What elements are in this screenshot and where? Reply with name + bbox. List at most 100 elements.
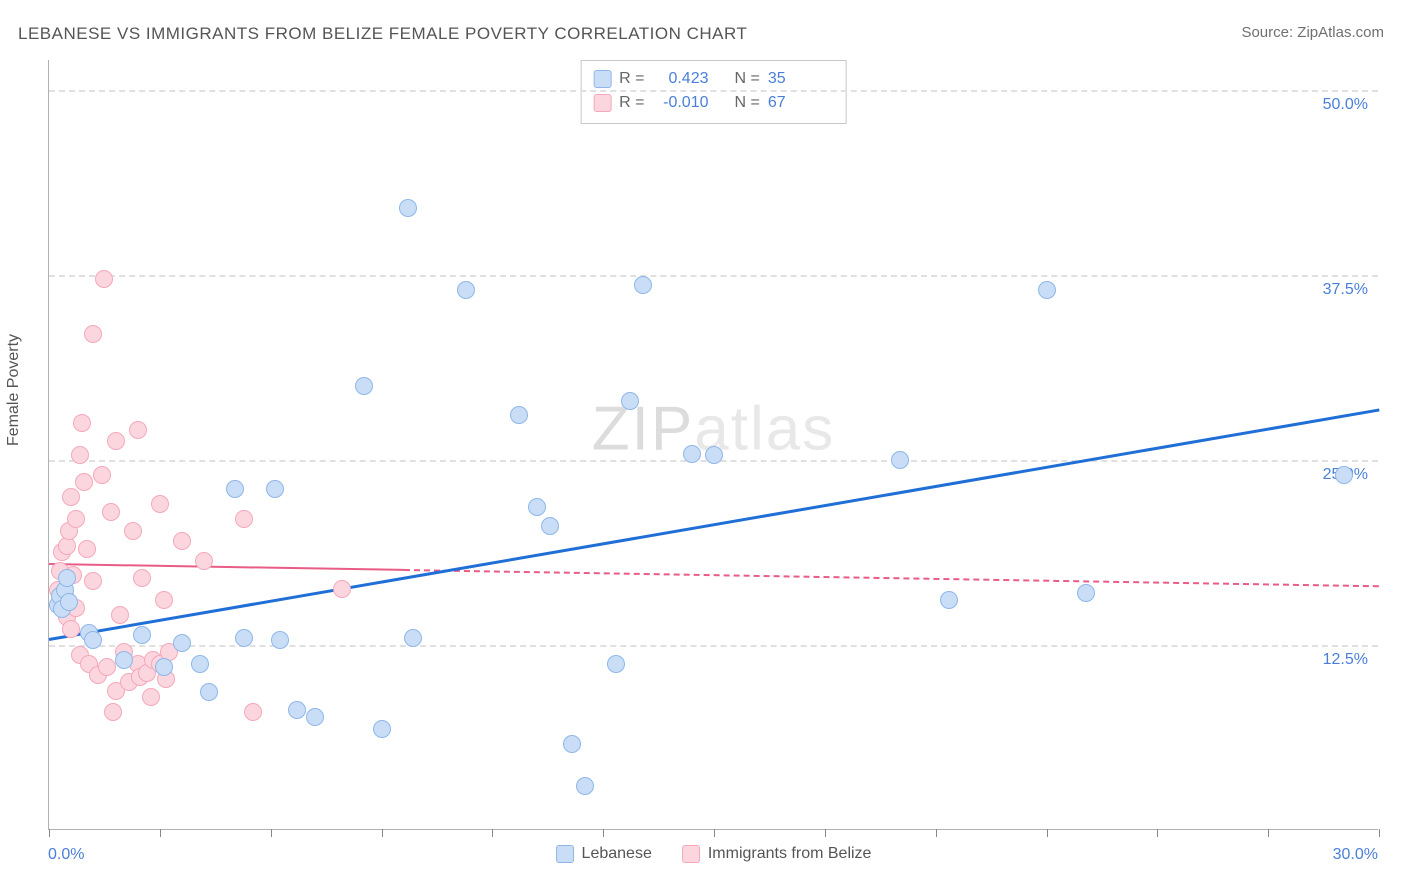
- x-tick: [603, 829, 604, 837]
- data-point: [373, 720, 391, 738]
- data-point: [607, 655, 625, 673]
- chart-container: LEBANESE VS IMMIGRANTS FROM BELIZE FEMAL…: [0, 0, 1406, 892]
- data-point: [404, 629, 422, 647]
- data-point: [705, 446, 723, 464]
- data-point: [67, 510, 85, 528]
- trend-line: [49, 563, 404, 571]
- legend-label: Lebanese: [582, 845, 652, 863]
- data-point: [84, 325, 102, 343]
- data-point: [71, 446, 89, 464]
- data-point: [1038, 281, 1056, 299]
- data-point: [683, 445, 701, 463]
- data-point: [563, 735, 581, 753]
- data-point: [288, 701, 306, 719]
- data-point: [133, 569, 151, 587]
- data-point: [98, 658, 116, 676]
- data-point: [634, 276, 652, 294]
- legend-swatch: [593, 94, 611, 112]
- data-point: [940, 591, 958, 609]
- data-point: [200, 683, 218, 701]
- data-point: [355, 377, 373, 395]
- data-point: [133, 626, 151, 644]
- source-label: Source: ZipAtlas.com: [1241, 24, 1384, 41]
- x-tick: [936, 829, 937, 837]
- data-point: [78, 540, 96, 558]
- data-point: [62, 488, 80, 506]
- watermark-zip: ZIP: [592, 395, 694, 464]
- legend-swatch: [556, 845, 574, 863]
- data-point: [621, 392, 639, 410]
- data-point: [226, 480, 244, 498]
- data-point: [891, 451, 909, 469]
- legend-stats: R =0.423N =35R =-0.010N =67: [580, 60, 847, 124]
- data-point: [102, 503, 120, 521]
- x-tick: [49, 829, 50, 837]
- y-axis-label: Female Poverty: [5, 334, 23, 446]
- data-point: [75, 473, 93, 491]
- data-point: [266, 480, 284, 498]
- r-label: R =: [619, 91, 644, 115]
- data-point: [62, 620, 80, 638]
- legend-swatch: [682, 845, 700, 863]
- data-point: [195, 552, 213, 570]
- legend-series: Lebanese Immigrants from Belize: [556, 845, 872, 863]
- data-point: [60, 593, 78, 611]
- legend-label: Immigrants from Belize: [708, 845, 872, 863]
- y-tick-label: 12.5%: [1323, 651, 1368, 669]
- chart-title: LEBANESE VS IMMIGRANTS FROM BELIZE FEMAL…: [18, 24, 747, 44]
- data-point: [576, 777, 594, 795]
- x-tick: [160, 829, 161, 837]
- r-value: 0.423: [653, 67, 709, 91]
- x-tick: [714, 829, 715, 837]
- x-tick: [492, 829, 493, 837]
- data-point: [399, 199, 417, 217]
- grid-line: [49, 275, 1378, 277]
- data-point: [129, 421, 147, 439]
- x-tick: [1157, 829, 1158, 837]
- data-point: [191, 655, 209, 673]
- data-point: [93, 466, 111, 484]
- data-point: [528, 498, 546, 516]
- data-point: [271, 631, 289, 649]
- x-tick: [825, 829, 826, 837]
- data-point: [457, 281, 475, 299]
- data-point: [173, 532, 191, 550]
- n-label: N =: [735, 67, 760, 91]
- data-point: [124, 522, 142, 540]
- data-point: [306, 708, 324, 726]
- x-tick: [1268, 829, 1269, 837]
- trend-line: [404, 569, 1379, 587]
- data-point: [155, 591, 173, 609]
- legend-stat-row: R =-0.010N =67: [593, 91, 824, 115]
- r-value: -0.010: [653, 91, 709, 115]
- n-value: 67: [768, 91, 824, 115]
- x-tick: [382, 829, 383, 837]
- data-point: [1077, 584, 1095, 602]
- data-point: [58, 569, 76, 587]
- data-point: [84, 631, 102, 649]
- data-point: [173, 634, 191, 652]
- data-point: [235, 629, 253, 647]
- data-point: [104, 703, 122, 721]
- data-point: [84, 572, 102, 590]
- data-point: [244, 703, 262, 721]
- legend-swatch: [593, 70, 611, 88]
- x-tick: [1379, 829, 1380, 837]
- y-tick-label: 37.5%: [1323, 281, 1368, 299]
- data-point: [95, 270, 113, 288]
- data-point: [142, 688, 160, 706]
- data-point: [115, 651, 133, 669]
- r-label: R =: [619, 67, 644, 91]
- plot-area: ZIPatlas R =0.423N =35R =-0.010N =67 Leb…: [48, 60, 1378, 830]
- x-tick: [1047, 829, 1048, 837]
- grid-line: [49, 90, 1378, 92]
- legend-item: Immigrants from Belize: [682, 845, 872, 863]
- x-axis-min-label: 0.0%: [48, 846, 84, 864]
- data-point: [111, 606, 129, 624]
- x-axis-max-label: 30.0%: [1333, 846, 1378, 864]
- data-point: [73, 414, 91, 432]
- data-point: [107, 432, 125, 450]
- legend-item: Lebanese: [556, 845, 652, 863]
- x-tick: [271, 829, 272, 837]
- data-point: [510, 406, 528, 424]
